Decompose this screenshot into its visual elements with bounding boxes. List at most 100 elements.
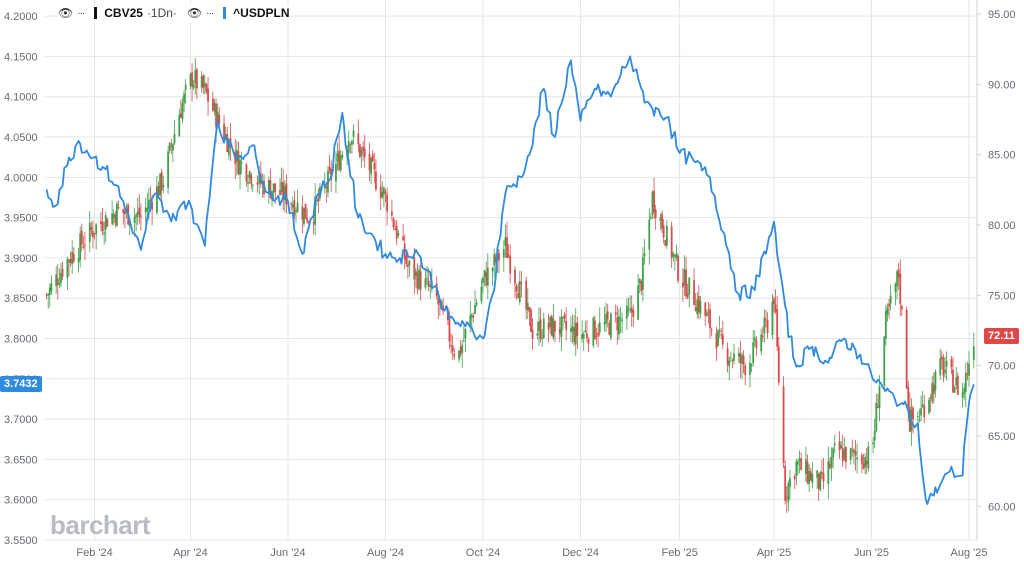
candle-body <box>66 258 69 279</box>
candle-body <box>822 472 825 482</box>
candle-body <box>811 473 814 484</box>
candle <box>173 119 176 145</box>
legend-interval[interactable]: ·1Dn· <box>146 6 177 20</box>
candle-body <box>827 461 830 485</box>
candle <box>886 303 889 322</box>
candle <box>798 450 801 474</box>
candle-body <box>207 88 209 102</box>
candle-body <box>816 470 819 478</box>
candle-body <box>168 143 171 151</box>
candle-body <box>293 200 296 216</box>
candle <box>939 348 942 380</box>
candle <box>640 279 643 296</box>
candle <box>793 474 796 490</box>
candle <box>603 306 606 332</box>
candle-body <box>766 320 769 334</box>
candle-body <box>536 333 539 336</box>
candle <box>122 208 125 225</box>
candle <box>741 352 743 380</box>
x-tick-label: Feb '24 <box>76 547 112 559</box>
eye-icon[interactable]: 👁 <box>186 6 203 20</box>
cbv25-color-swatch <box>94 7 98 19</box>
candle-body <box>451 345 454 352</box>
candle-body <box>672 253 675 257</box>
candle-body <box>312 222 315 224</box>
candle-body <box>239 159 241 175</box>
candle <box>953 385 956 393</box>
candle <box>672 251 675 262</box>
candle <box>303 207 305 227</box>
candle <box>368 142 371 182</box>
more-options-icon[interactable]: ··· <box>206 7 214 19</box>
candle <box>542 312 545 340</box>
candle <box>819 471 822 492</box>
candle <box>705 308 708 317</box>
candle <box>189 72 192 90</box>
candle <box>653 177 655 219</box>
candle <box>950 356 953 375</box>
candle-body <box>304 203 307 219</box>
candle-body <box>538 321 540 332</box>
candle-body <box>830 456 833 468</box>
candle-body <box>315 199 318 201</box>
candle-body <box>357 133 360 145</box>
candle <box>787 480 790 512</box>
candle <box>429 283 432 299</box>
candle <box>675 244 678 261</box>
candle-body <box>921 404 924 408</box>
candle <box>502 240 505 272</box>
candle-body <box>181 102 184 120</box>
candle-body <box>661 213 663 229</box>
candle-body <box>485 272 488 286</box>
more-options-icon[interactable]: ··· <box>77 7 85 19</box>
candle-body <box>159 173 162 196</box>
candle <box>916 411 919 423</box>
eye-icon[interactable]: 👁 <box>58 6 74 20</box>
candle-body <box>787 483 790 502</box>
candle <box>929 393 932 412</box>
candle-body <box>586 333 588 339</box>
candle <box>349 142 352 154</box>
candle-body <box>704 302 707 316</box>
candle <box>956 372 959 396</box>
candle-body <box>784 465 787 501</box>
candle-body <box>84 244 86 246</box>
candle <box>614 304 617 323</box>
candle <box>301 195 304 234</box>
candle <box>397 229 400 239</box>
candle <box>720 327 723 340</box>
candle-body <box>900 305 903 310</box>
legend-symbol-usdpln[interactable]: ^USDPLN <box>233 6 290 20</box>
candle-body <box>753 337 756 342</box>
candle-body <box>843 449 846 459</box>
candle <box>405 253 408 267</box>
candle-body <box>493 254 496 266</box>
candle-body <box>162 184 165 188</box>
barchart-watermark: barchart <box>50 510 151 540</box>
left-tick-label: 4.1000 <box>4 92 38 104</box>
candle-body <box>101 221 104 232</box>
legend-symbol-cbv25[interactable]: CBV25 <box>104 6 143 20</box>
candle-body <box>819 471 822 491</box>
candle-body <box>184 85 187 90</box>
candle-body <box>502 249 505 258</box>
candle-body <box>929 397 932 399</box>
candle <box>867 441 870 472</box>
candle-body <box>664 240 667 246</box>
candle <box>267 176 270 205</box>
candle-body <box>570 328 572 332</box>
candle-body <box>191 72 193 87</box>
candle-body <box>56 278 59 285</box>
candle-body <box>641 256 644 290</box>
candle <box>296 189 299 214</box>
candle-body <box>809 471 812 481</box>
candle <box>282 168 285 211</box>
candle-body <box>363 148 366 157</box>
candle-body <box>133 216 136 223</box>
candle-body <box>594 320 596 339</box>
candle-body <box>314 196 317 226</box>
candle-body <box>731 360 734 362</box>
candle-body <box>223 123 225 140</box>
candle <box>571 314 574 344</box>
